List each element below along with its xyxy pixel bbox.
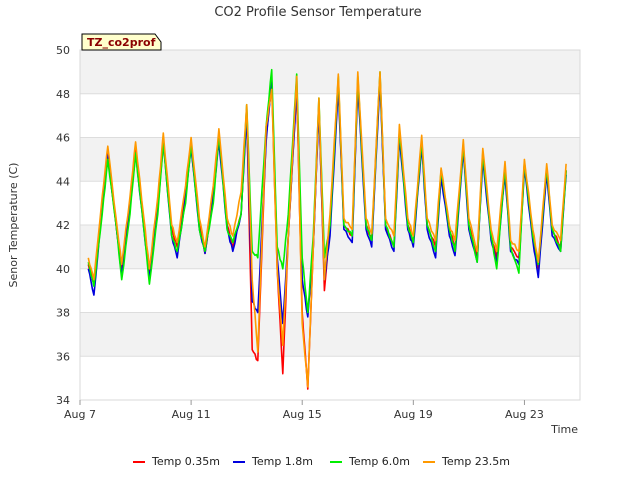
background-band [80,50,580,94]
x-tick-label: Aug 11 [172,408,211,421]
y-axis-label: Senor Temperature (C) [7,163,20,288]
legend: Temp 0.35m Temp 1.8m Temp 6.0m Temp 23.5m [133,455,510,468]
background-band [80,268,580,313]
x-tick-label: Aug 15 [283,408,322,421]
site-badge-box [81,33,162,51]
background-band [80,93,580,138]
legend-label: Temp 23.5m [441,455,510,468]
x-tick-label: Aug 7 [64,408,96,421]
y-axis-ticks: 34 36 38 40 42 44 46 48 50 [56,44,70,407]
y-tick-label: 48 [56,88,70,101]
legend-item: Temp 0.35m [133,455,220,468]
background-band [80,356,580,400]
y-tick-label: 40 [56,263,70,276]
x-axis-label: Time [550,423,578,436]
series-line-temp-23-5m [87,71,567,388]
series-layer [87,68,567,390]
y-tick-label: 36 [56,350,70,363]
legend-label: Temp 0.35m [151,455,220,468]
y-tick-label: 34 [56,394,70,407]
legend-label: Temp 6.0m [348,455,410,468]
legend-item: Temp 23.5m [423,455,510,468]
y-tick-label: 44 [56,175,70,188]
y-tick-label: 50 [56,44,70,57]
y-tick-label: 38 [56,307,70,320]
plot-frame [79,49,581,401]
x-tick-label: Aug 23 [505,408,544,421]
site-badge-label: TZ_co2prof [87,36,156,49]
background-band [80,312,580,357]
site-badge: TZ_co2prof [81,33,162,51]
y-tick-label: 46 [56,132,70,145]
legend-item: Temp 1.8m [233,455,313,468]
x-axis-ticks: Aug 7 Aug 11 Aug 15 Aug 19 Aug 23 [64,400,544,421]
y-tick-label: 42 [56,219,70,232]
legend-label: Temp 1.8m [251,455,313,468]
x-tick-label: Aug 19 [394,408,433,421]
legend-item: Temp 6.0m [330,455,410,468]
chart-title: CO2 Profile Sensor Temperature [214,5,421,20]
